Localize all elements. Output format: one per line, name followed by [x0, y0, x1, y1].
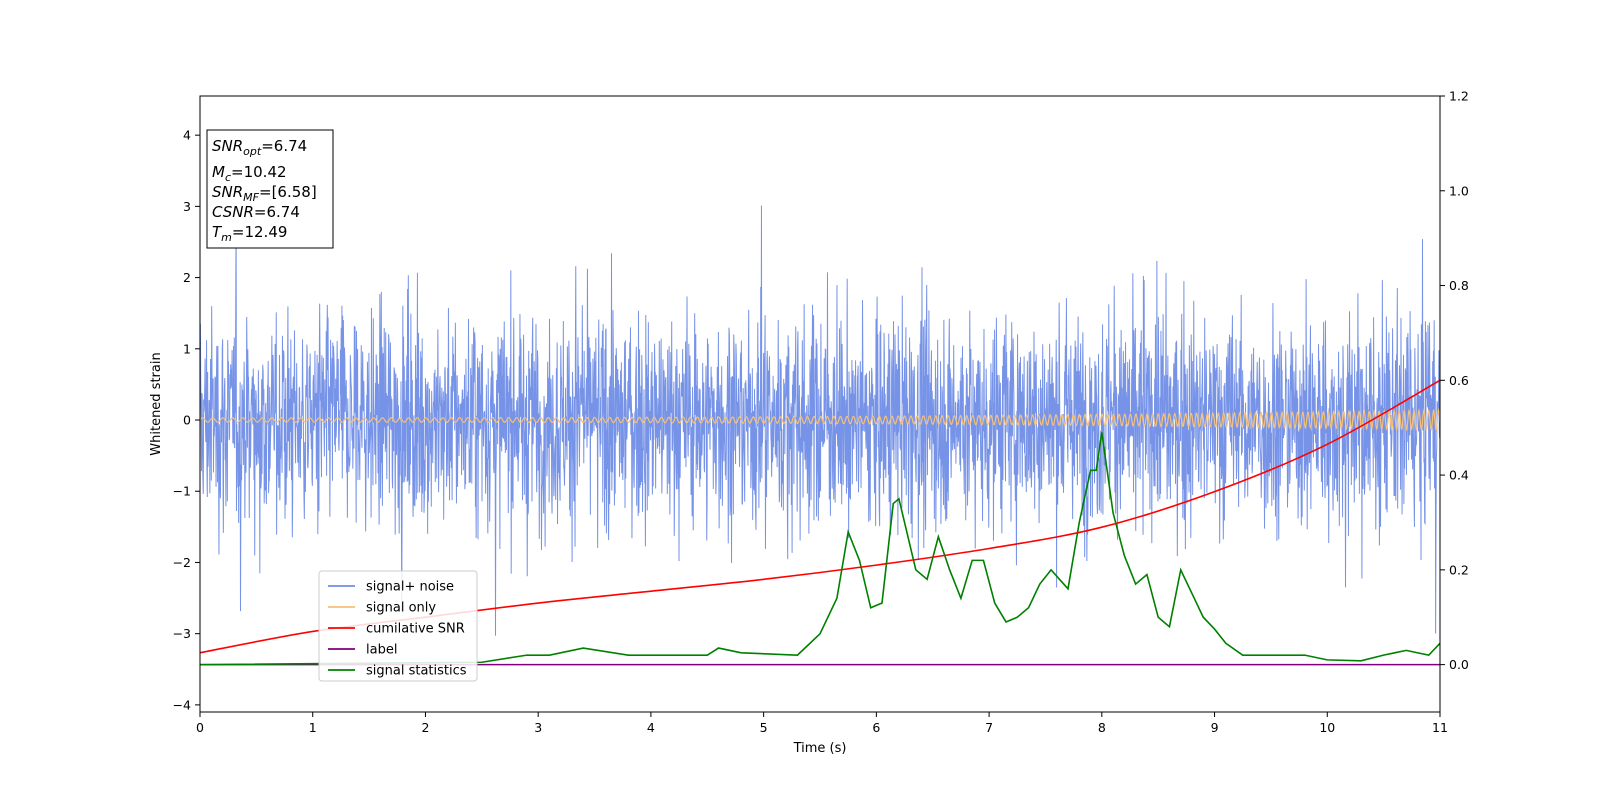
x-axis-label: Time (s) [793, 741, 847, 756]
x-tick-label: 9 [1211, 720, 1219, 735]
y2-tick-label: 0.2 [1449, 562, 1469, 577]
y-tick-label: 0 [183, 413, 191, 428]
legend-label: label [366, 643, 397, 658]
x-tick-label: 1 [309, 720, 317, 735]
x-tick-label: 4 [647, 720, 655, 735]
legend-label: signal statistics [366, 664, 467, 679]
series-signal-statistics [200, 432, 1440, 666]
legend-label: signal only [366, 601, 436, 616]
stat-line: Mc=10.42 [212, 163, 287, 184]
y2-tick-label: 1.2 [1449, 89, 1469, 104]
y-axis-right: 0.0 0.2 0.4 0.6 0.8 1.0 1.2 [1440, 89, 1469, 672]
stat-line: SNRopt=6.74 [212, 137, 307, 158]
y2-tick-label: 0.4 [1449, 468, 1469, 483]
signal-line [200, 407, 1440, 432]
y2-tick-label: 0.6 [1449, 373, 1469, 388]
y-axis-left: −4 −3 −2 −1 0 1 2 3 4 [173, 128, 200, 712]
x-tick-label: 10 [1319, 720, 1335, 735]
x-tick-label: 3 [534, 720, 542, 735]
y-tick-label: 2 [183, 270, 191, 285]
x-tick-label: 2 [421, 720, 429, 735]
y-axis-label: Whitened strain [149, 352, 164, 455]
y-tick-label: 1 [183, 341, 191, 356]
x-tick-label: 6 [872, 720, 880, 735]
y2-tick-label: 1.0 [1449, 183, 1469, 198]
statistics-line [200, 432, 1440, 666]
y-tick-label: −4 [173, 697, 191, 712]
y-tick-label: −1 [173, 484, 191, 499]
y-tick-label: −2 [173, 555, 191, 570]
legend-label: signal+ noise [366, 580, 454, 595]
stat-line: SNRMF=[6.58] [212, 183, 317, 204]
x-tick-label: 11 [1432, 720, 1448, 735]
x-tick-label: 5 [760, 720, 768, 735]
plot-frame [199, 95, 1441, 713]
series-signal-only [200, 407, 1440, 432]
stat-line: CSNR=6.74 [212, 203, 300, 221]
legend-label: cumilative SNR [366, 622, 465, 637]
x-tick-label: 8 [1098, 720, 1106, 735]
y-tick-label: −3 [173, 626, 191, 641]
stat-line: Tm=12.49 [212, 223, 287, 244]
legend: signal+ noise signal only cumilative SNR la… [318, 570, 478, 682]
stats-box: SNRopt=6.74 Mc=10.42SNRMF=[6.58]CSNR=6.74… [206, 129, 334, 249]
y2-tick-label: 0.0 [1449, 657, 1469, 672]
x-axis: 0 1 2 3 4 5 6 7 8 9 10 11 [196, 712, 1448, 735]
x-tick-label: 7 [985, 720, 993, 735]
y-tick-label: 4 [183, 128, 191, 143]
y-tick-label: 3 [183, 199, 191, 214]
y2-tick-label: 0.8 [1449, 278, 1469, 293]
x-tick-label: 0 [196, 720, 204, 735]
